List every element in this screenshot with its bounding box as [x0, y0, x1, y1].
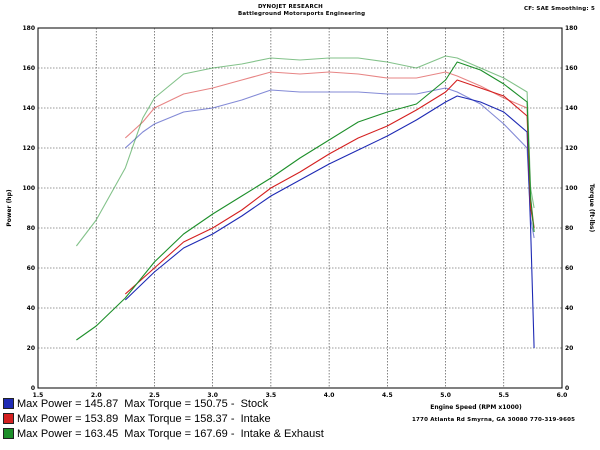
- legend-swatch: [3, 413, 14, 424]
- y-tick-label-right: 120: [565, 145, 578, 152]
- y-tick-label-right: 60: [565, 265, 573, 272]
- series-line-stock-torque: [124, 87, 535, 239]
- x-axis-title: Engine Speed (RPM x1000): [430, 404, 522, 411]
- y-tick-label-right: 160: [565, 65, 578, 72]
- series-line-stock-power: [124, 95, 535, 349]
- y-tick-label-left: 80: [27, 225, 35, 232]
- y-tick-label-left: 0: [31, 385, 35, 392]
- chart-title: DYNOJET RESEARCH: [258, 4, 323, 10]
- y-tick-label-left: 60: [27, 265, 35, 272]
- correction-smoothing-label: CF: SAE Smoothing: 5: [524, 6, 595, 12]
- legend-label: Max Power = 145.87 Max Torque = 150.75 -…: [17, 397, 269, 410]
- plot-area: [37, 27, 563, 389]
- y-tick-label-left: 20: [27, 345, 35, 352]
- legend-label: Max Power = 153.89 Max Torque = 158.37 -…: [17, 412, 271, 425]
- legend-entry: Max Power = 163.45 Max Torque = 167.69 -…: [3, 427, 324, 440]
- x-tick-label: 6.0: [557, 392, 568, 399]
- legend-swatch: [3, 398, 14, 409]
- x-tick-label: 5.5: [498, 392, 509, 399]
- y-tick-label-right: 100: [565, 185, 578, 192]
- x-tick-label: 3.0: [207, 392, 218, 399]
- y-tick-label-right: 80: [565, 225, 573, 232]
- x-tick-label: 4.0: [324, 392, 335, 399]
- y-tick-label-left: 160: [22, 65, 35, 72]
- y-tick-label-left: 140: [22, 105, 35, 112]
- y-tick-label-left: 120: [22, 145, 35, 152]
- y-tick-label-left: 40: [27, 305, 35, 312]
- y-tick-label-left: 180: [22, 25, 35, 32]
- x-tick-label: 1.5: [33, 392, 44, 399]
- series-line-intake-torque: [124, 71, 535, 229]
- y-tick-label-left: 100: [22, 185, 35, 192]
- series-line-intake-exhaust-power: [76, 61, 535, 341]
- x-tick-label: 2.5: [149, 392, 160, 399]
- legend-entry: Max Power = 153.89 Max Torque = 158.37 -…: [3, 412, 271, 425]
- y-axis-title-right: Torque (ft-lbs): [588, 184, 595, 233]
- legend-label: Max Power = 163.45 Max Torque = 167.69 -…: [17, 427, 324, 440]
- y-tick-label-right: 180: [565, 25, 578, 32]
- series-line-intake-exhaust-torque: [75, 55, 535, 247]
- y-axis-title-left: Power (hp): [6, 189, 13, 226]
- y-tick-label-right: 20: [565, 345, 573, 352]
- legend-swatch: [3, 428, 14, 439]
- chart-subtitle: Battleground Motorsports Engineering: [238, 11, 366, 17]
- x-tick-label: 2.0: [91, 392, 102, 399]
- x-tick-label: 5.0: [440, 392, 451, 399]
- legend-entry: Max Power = 145.87 Max Torque = 150.75 -…: [3, 397, 268, 410]
- y-tick-label-right: 0: [565, 385, 569, 392]
- x-tick-label: 3.5: [266, 392, 277, 399]
- x-tick-label: 4.5: [382, 392, 393, 399]
- y-tick-label-right: 40: [565, 305, 573, 312]
- address-label: 1770 Atlanta Rd Smyrna, GA 30080 770-319…: [412, 417, 576, 423]
- y-tick-label-right: 140: [565, 105, 578, 112]
